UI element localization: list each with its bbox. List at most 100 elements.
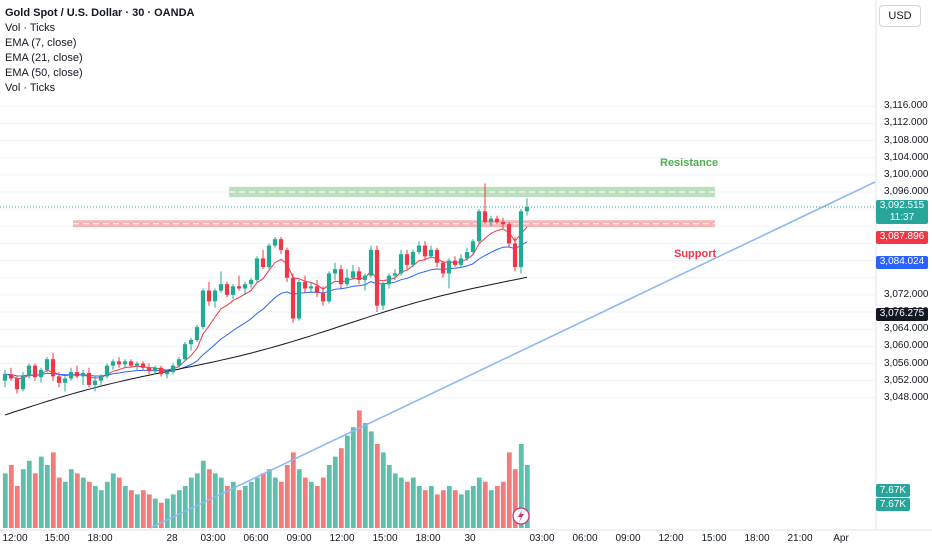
candle-body xyxy=(92,380,98,385)
candle-body xyxy=(440,262,446,274)
price-tag-value: 3,092.515 xyxy=(879,200,925,211)
candle-body xyxy=(182,344,188,360)
indicator-ema-7[interactable]: EMA (7, close) xyxy=(5,37,77,49)
volume-bar xyxy=(368,431,374,528)
candle-body xyxy=(2,374,8,381)
time-axis-label: 06:00 xyxy=(243,533,269,544)
price-axis-label: 3,052.000 xyxy=(884,374,929,386)
currency-button[interactable]: USD xyxy=(879,5,921,27)
price-tag: 3,084.024 xyxy=(876,256,928,269)
candle-body xyxy=(344,277,350,285)
price-axis-label: 3,064.000 xyxy=(884,323,929,335)
volume-bar xyxy=(320,477,326,528)
volume-bar xyxy=(458,494,464,528)
volume-bar xyxy=(332,456,338,528)
candle-body xyxy=(488,218,494,223)
candle-body xyxy=(266,245,272,268)
candle-body xyxy=(332,269,338,274)
candle-body xyxy=(302,282,308,289)
volume-bar xyxy=(326,465,332,528)
candle-body xyxy=(146,367,152,372)
ema-7-line xyxy=(4,226,528,380)
time-axis-label: 30 xyxy=(464,533,476,544)
candle-body xyxy=(200,290,206,328)
indicator-vol-ticks[interactable]: Vol · Ticks xyxy=(5,22,56,34)
volume-bar xyxy=(170,494,176,528)
lightning-icon xyxy=(518,510,524,522)
price-axis-label: 3,056.000 xyxy=(884,357,929,369)
volume-bar xyxy=(152,498,158,528)
candle-body xyxy=(152,367,158,372)
volume-bar xyxy=(248,481,254,528)
volume-bar xyxy=(296,469,302,528)
volume-bar xyxy=(38,456,44,528)
volume-bar xyxy=(488,490,494,528)
candle-body xyxy=(452,260,458,265)
candle-body xyxy=(254,258,260,280)
candle-body xyxy=(206,290,212,302)
volume-bar xyxy=(272,477,278,528)
volume-bar xyxy=(56,477,62,528)
volume-bar xyxy=(134,494,140,528)
candle-body xyxy=(320,292,326,302)
volume-bar xyxy=(188,477,194,528)
candle-body xyxy=(50,359,56,377)
resistance-label: Resistance xyxy=(660,157,719,169)
volume-bar xyxy=(344,435,350,528)
price-axis-label: 3,108.000 xyxy=(884,134,929,146)
candle-body xyxy=(26,365,32,377)
candle-body xyxy=(164,372,170,375)
price-tag-value: 3,084.024 xyxy=(879,256,925,267)
time-axis-label: 06:00 xyxy=(572,533,598,544)
volume-bar xyxy=(446,486,452,528)
volume-bar xyxy=(62,481,68,528)
candle-body xyxy=(260,258,266,268)
volume-bar xyxy=(476,477,482,528)
volume-bar xyxy=(176,490,182,528)
volume-tag: 7.67K xyxy=(876,498,910,511)
volume-bar xyxy=(470,486,476,528)
candle-body xyxy=(134,363,140,366)
candle-body xyxy=(446,260,452,274)
volume-bar xyxy=(230,481,236,528)
volume-bar xyxy=(68,469,74,528)
candle-body xyxy=(422,245,428,257)
candle-body xyxy=(494,218,500,223)
volume-bar xyxy=(128,490,134,528)
candle-body xyxy=(368,249,374,276)
time-axis-label: 18:00 xyxy=(415,533,441,544)
volume-bar xyxy=(2,473,8,528)
time-axis-label: 12:00 xyxy=(658,533,684,544)
price-tag: 3,087.896 xyxy=(876,231,928,244)
indicator-vol-ticks-2[interactable]: Vol · Ticks xyxy=(5,82,56,94)
candle-body xyxy=(512,243,518,268)
candle-body xyxy=(194,327,200,340)
candle-body xyxy=(392,273,398,276)
volume-bar xyxy=(416,486,422,528)
volume-bar xyxy=(182,486,188,528)
volume-bar xyxy=(434,494,440,528)
volume-bar xyxy=(422,490,428,528)
ema-50-line xyxy=(4,276,528,416)
candle-body xyxy=(38,369,44,378)
candle-body xyxy=(386,275,392,285)
volume-bar xyxy=(404,481,410,528)
candle-body xyxy=(290,277,296,319)
volume-bar xyxy=(278,481,284,528)
candle-body xyxy=(230,286,236,295)
candle-body xyxy=(74,372,80,377)
candle-body xyxy=(14,378,20,390)
time-axis-label: 15:00 xyxy=(44,533,70,544)
candle-body xyxy=(506,224,512,244)
candle-body xyxy=(104,365,110,377)
volume-bar xyxy=(236,490,242,528)
candle-body xyxy=(314,286,320,293)
price-tag: 3,092.515 11:37 xyxy=(876,200,928,224)
volume-bar xyxy=(314,486,320,528)
volume-bar xyxy=(200,460,206,528)
indicator-ema-21[interactable]: EMA (21, close) xyxy=(5,52,83,64)
candle-body xyxy=(296,282,302,319)
symbol-title[interactable]: Gold Spot / U.S. Dollar · 30 · OANDA xyxy=(5,7,195,19)
indicator-ema-50[interactable]: EMA (50, close) xyxy=(5,67,83,79)
